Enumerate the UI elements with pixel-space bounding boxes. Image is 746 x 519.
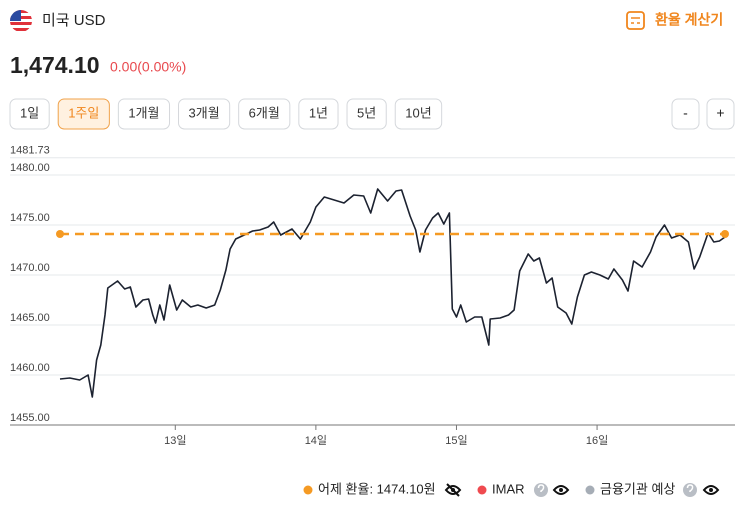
range-button-bg[interactable] (346, 98, 387, 130)
price-value: 1,474.10 (10, 52, 100, 78)
y-tick-label: 1465.00 (10, 312, 50, 324)
help-icon[interactable] (534, 483, 548, 497)
help-icon[interactable] (683, 483, 697, 497)
range-button-label[interactable]: 5년 (357, 105, 376, 120)
help-mark[interactable] (537, 484, 545, 492)
eye-pupil[interactable] (559, 488, 563, 492)
price-change: 0.00(0.00%) (110, 59, 186, 75)
range-button[interactable]: 5년 (346, 98, 387, 130)
range-button[interactable]: 3개월 (178, 98, 231, 130)
help-mark[interactable] (686, 484, 694, 492)
eye-shape[interactable] (702, 485, 720, 495)
range-button-label[interactable]: 1주일 (68, 105, 99, 120)
y-tick-label: 1455.00 (10, 412, 50, 424)
range-button-bg[interactable] (57, 98, 110, 130)
range-button-bg[interactable] (9, 98, 50, 130)
y-tick-label: 1460.00 (10, 362, 50, 374)
zoom-button-label[interactable]: + (716, 105, 724, 121)
zoom-button[interactable]: - (671, 98, 700, 130)
range-button-bg[interactable] (117, 98, 171, 130)
calculator-label[interactable]: 환율 계산기 (655, 12, 723, 28)
legend-dot (585, 485, 595, 495)
legend-label: 금융기관 예상 (600, 481, 675, 496)
x-tick-label: 13일 (164, 433, 186, 447)
y-tick-label: 1470.00 (10, 262, 50, 274)
x-tick-label: 15일 (445, 433, 467, 447)
range-button[interactable]: 1년 (298, 98, 339, 130)
range-button-bg[interactable] (238, 98, 291, 130)
zoom-button-label[interactable]: - (683, 105, 688, 121)
range-button-label[interactable]: 1개월 (128, 105, 159, 120)
legend-label: IMAR (492, 481, 525, 496)
reference-dot (721, 230, 729, 238)
range-button-label[interactable]: 3개월 (189, 105, 220, 120)
show-icon[interactable] (552, 485, 570, 495)
help-circle[interactable] (534, 483, 548, 497)
zoom-button[interactable]: + (706, 98, 735, 130)
reference-dot (56, 230, 64, 238)
range-button[interactable]: 1주일 (57, 98, 110, 130)
range-button[interactable]: 10년 (394, 98, 443, 130)
x-tick-label: 14일 (305, 433, 327, 447)
range-button[interactable]: 1일 (9, 98, 50, 130)
help-circle[interactable] (683, 483, 697, 497)
range-button-label[interactable]: 6개월 (249, 105, 280, 120)
range-button-bg[interactable] (394, 98, 443, 130)
legend-dot (477, 485, 487, 495)
chart: 1455.00 1460.00 1465.00 1470.00 1475.00 1480.… (10, 145, 735, 497)
y-tick-label: 1480.00 (10, 162, 50, 174)
range-button[interactable]: 1개월 (117, 98, 171, 130)
calculator-button[interactable]: 환율 계산기 (626, 11, 723, 30)
range-button-bg[interactable] (178, 98, 231, 130)
range-button[interactable]: 6개월 (238, 98, 291, 130)
y-tick-label: 1481.73 (10, 145, 50, 157)
y-tick-label: 1475.00 (10, 212, 50, 224)
eye-pupil[interactable] (709, 488, 713, 492)
range-button-label[interactable]: 10년 (405, 105, 431, 120)
hide-icon[interactable] (444, 483, 462, 497)
zoom-button-bg[interactable] (706, 98, 735, 130)
currency-name: 미국 USD (42, 12, 106, 29)
flag-icon (10, 10, 32, 32)
legend-label: 어제 환율: 1474.10원 (318, 481, 436, 496)
eye-slash[interactable] (446, 483, 460, 497)
price-line (59, 188, 726, 398)
legend-dot (303, 485, 313, 495)
eye-shape[interactable] (552, 485, 570, 495)
x-tick-label: 16일 (586, 433, 608, 447)
range-button-label[interactable]: 1일 (20, 105, 39, 120)
zoom-button-bg[interactable] (671, 98, 700, 130)
range-button-bg[interactable] (298, 98, 339, 130)
show-icon[interactable] (702, 485, 720, 495)
range-button-label[interactable]: 1년 (309, 105, 328, 120)
